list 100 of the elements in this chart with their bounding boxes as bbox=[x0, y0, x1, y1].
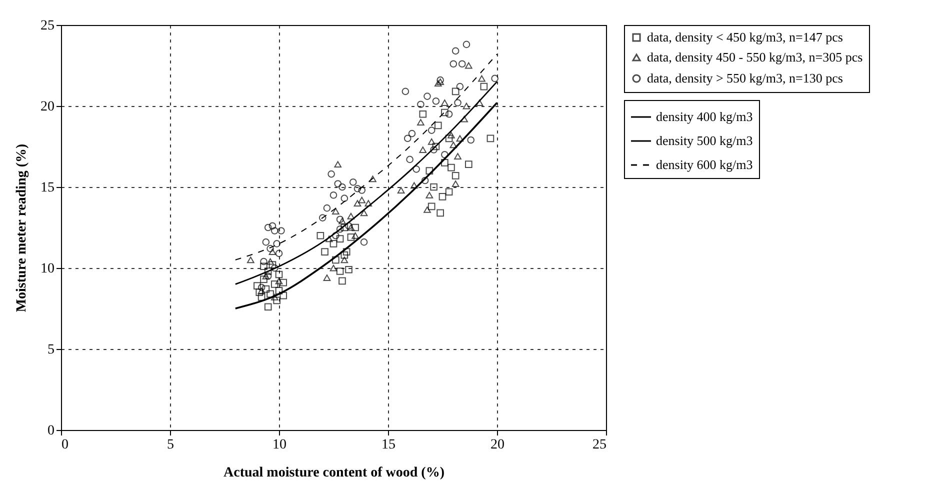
point bbox=[332, 256, 340, 264]
point bbox=[452, 88, 460, 96]
point bbox=[408, 130, 416, 138]
point bbox=[432, 142, 440, 150]
legend-label: density 500 kg/m3 bbox=[656, 133, 753, 148]
point bbox=[280, 292, 288, 300]
point bbox=[330, 191, 338, 199]
point bbox=[334, 161, 342, 168]
point bbox=[369, 176, 376, 182]
point bbox=[334, 180, 342, 188]
point bbox=[345, 222, 352, 230]
point bbox=[330, 264, 338, 272]
point bbox=[419, 110, 427, 118]
point bbox=[436, 76, 444, 84]
x-tick-label: 20 bbox=[490, 438, 504, 452]
point bbox=[441, 150, 448, 158]
x-tick-label: 15 bbox=[382, 438, 396, 452]
point bbox=[434, 80, 442, 87]
point bbox=[426, 192, 434, 198]
point bbox=[430, 146, 438, 154]
point bbox=[445, 134, 453, 142]
point bbox=[323, 274, 331, 281]
point bbox=[330, 240, 338, 248]
point bbox=[256, 288, 264, 296]
point bbox=[338, 277, 346, 285]
point bbox=[402, 88, 410, 96]
point bbox=[428, 202, 436, 210]
point bbox=[270, 294, 278, 300]
point bbox=[258, 287, 266, 294]
point bbox=[486, 134, 494, 142]
point bbox=[424, 206, 431, 213]
point bbox=[264, 272, 272, 280]
point bbox=[340, 256, 348, 264]
point bbox=[266, 258, 274, 265]
y-tick-label: 20 bbox=[40, 100, 54, 114]
legend-label: density 400 kg/m3 bbox=[656, 109, 753, 124]
point bbox=[260, 258, 268, 266]
point bbox=[406, 156, 414, 164]
point bbox=[441, 100, 448, 106]
point bbox=[441, 159, 448, 166]
point bbox=[454, 99, 462, 106]
point bbox=[268, 222, 276, 230]
y-tick-label: 25 bbox=[40, 18, 54, 34]
point bbox=[358, 196, 366, 204]
legend-label: data, density < 450 kg/m3, n=147 pcs bbox=[647, 30, 843, 44]
x-tick-label: 10 bbox=[272, 438, 286, 452]
point bbox=[441, 108, 448, 116]
point bbox=[428, 138, 436, 145]
point bbox=[354, 184, 362, 192]
point bbox=[262, 238, 270, 246]
point bbox=[328, 170, 335, 178]
point bbox=[410, 182, 418, 189]
point bbox=[254, 282, 261, 290]
point bbox=[264, 224, 272, 232]
point bbox=[347, 212, 355, 220]
point bbox=[436, 209, 444, 217]
point bbox=[347, 224, 355, 231]
point bbox=[358, 186, 366, 194]
point bbox=[445, 110, 453, 118]
point bbox=[280, 278, 288, 286]
x-tick-label: 0 bbox=[62, 438, 68, 452]
point bbox=[275, 287, 283, 294]
point bbox=[421, 176, 429, 184]
point bbox=[338, 183, 346, 191]
legend-label: data, density 450 - 550 kg/m3, n=305 pcs bbox=[647, 50, 863, 64]
point bbox=[266, 290, 274, 298]
point bbox=[340, 251, 348, 259]
point bbox=[325, 236, 333, 242]
point bbox=[247, 256, 254, 264]
y-axis-title: Moisture meter reading (%) bbox=[14, 143, 30, 312]
y-tick-label: 15 bbox=[40, 180, 54, 196]
point bbox=[316, 232, 324, 240]
point bbox=[270, 264, 278, 272]
point bbox=[352, 232, 359, 239]
legend-label: data, density > 550 kg/m3, n=130 pcs bbox=[647, 70, 843, 86]
legend-label: density 600 kg/m3 bbox=[656, 157, 753, 172]
point bbox=[404, 134, 412, 142]
point bbox=[430, 183, 438, 191]
point bbox=[264, 268, 272, 275]
point bbox=[454, 152, 462, 160]
y-tick-label: 10 bbox=[40, 262, 54, 276]
point bbox=[336, 235, 344, 243]
point bbox=[332, 208, 340, 215]
point bbox=[438, 193, 446, 200]
point bbox=[321, 248, 328, 256]
point bbox=[336, 225, 344, 233]
point bbox=[452, 180, 460, 187]
point bbox=[417, 118, 424, 126]
point bbox=[445, 188, 453, 196]
point bbox=[275, 250, 283, 258]
y-tick-label: 5 bbox=[48, 342, 54, 358]
point bbox=[332, 232, 340, 240]
point bbox=[342, 248, 350, 256]
point bbox=[436, 78, 444, 85]
point bbox=[462, 102, 470, 110]
point bbox=[352, 224, 359, 232]
point bbox=[273, 296, 280, 304]
point bbox=[458, 60, 466, 68]
point bbox=[428, 126, 436, 134]
point bbox=[275, 270, 283, 278]
